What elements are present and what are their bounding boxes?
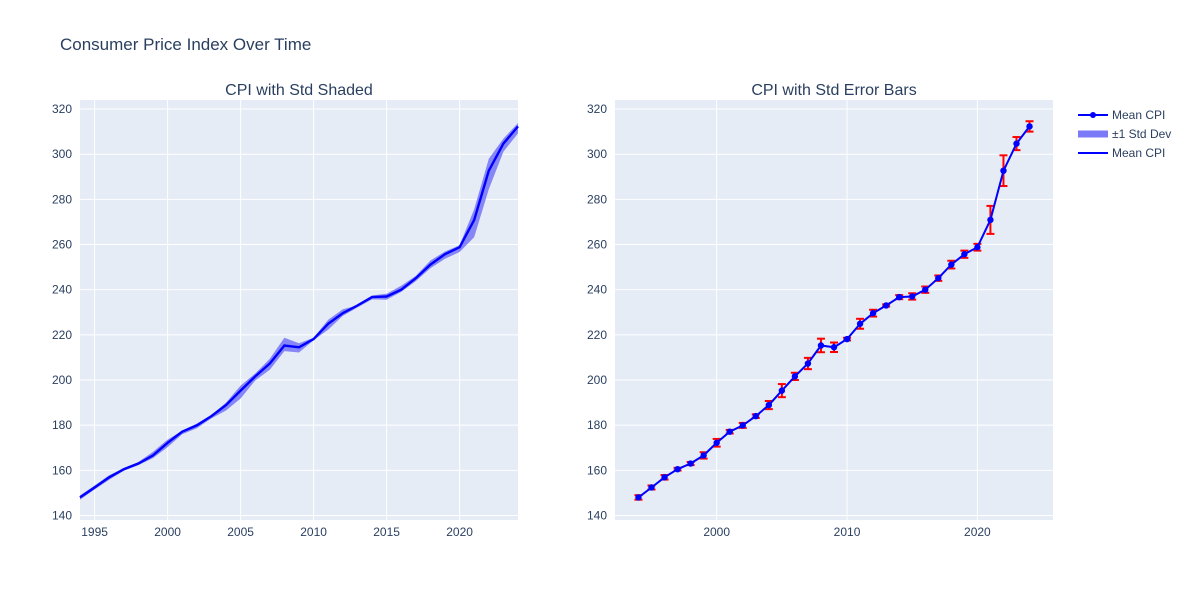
legend-marker-swatch [1090,112,1096,118]
legend-label: Mean CPI [1112,108,1165,122]
data-point [752,412,759,420]
legend-item[interactable]: ±1 Std Dev [1078,127,1171,141]
data-point [778,387,786,394]
right-plot-area [615,100,1053,520]
right-y-tick-labels: 140 160 180 200 220 240 260 280 300 320 [587,102,607,522]
data-point [739,422,746,429]
data-point [804,360,812,367]
right-y-tick-label: 240 [587,283,607,297]
right-y-tick-label: 160 [587,463,607,477]
data-point [882,302,890,309]
right-subplot-title: CPI with Std Error Bars [751,82,916,99]
left-y-tick-label: 220 [52,328,72,342]
right-x-tick-label: 2000 [703,525,730,539]
data-point [843,335,851,343]
right-y-tick-label: 320 [587,102,607,116]
left-x-tick-label: 2020 [446,525,473,539]
left-y-tick-label: 200 [52,373,72,387]
mean-cpi-line [79,125,519,499]
data-point [974,244,981,251]
right-mean-markers [635,123,1033,501]
left-x-tick-label: 2010 [300,525,327,539]
data-point [922,286,929,293]
data-point [1000,167,1007,174]
data-point [635,494,642,501]
left-x-tick-label: 2005 [227,525,254,539]
left-subplot-title: CPI with Std Shaded [225,82,373,99]
data-point [909,293,916,300]
left-mean-line [79,125,519,499]
data-point [713,439,720,446]
data-point [895,293,903,301]
left-y-tick-label: 260 [52,238,72,252]
right-y-tick-label: 260 [587,238,607,252]
data-point [648,484,655,491]
left-plot-area [80,100,518,520]
left-y-tick-label: 160 [52,463,72,477]
left-y-tick-labels: 140 160 180 200 220 240 260 280 300 320 [52,102,72,522]
data-point [1013,140,1020,147]
left-x-tick-label: 2000 [154,525,181,539]
data-point [869,309,877,317]
data-point [791,373,799,380]
legend-item[interactable]: Mean CPI [1078,108,1165,122]
data-point [935,274,942,282]
left-gridlines [80,100,518,520]
left-y-tick-label: 320 [52,102,72,116]
data-point [700,452,707,459]
legend: Mean CPI ±1 Std Dev Mean CPI [1078,108,1171,160]
left-x-tick-label: 1995 [81,525,108,539]
left-y-tick-label: 180 [52,418,72,432]
data-point [830,344,838,351]
left-x-tick-labels: 1995 2000 2005 2010 2015 2020 [81,525,473,539]
data-point [674,465,681,473]
figure-title: Consumer Price Index Over Time [60,35,311,54]
right-x-tick-label: 2010 [834,525,861,539]
right-y-tick-label: 300 [587,147,607,161]
left-y-tick-label: 280 [52,192,72,206]
right-x-tick-labels: 2000 2010 2020 [703,525,991,539]
data-point [948,261,955,268]
legend-label: ±1 Std Dev [1112,127,1171,141]
data-point [856,320,864,327]
left-subplot: CPI with Std Shaded 1995 2000 2005 2010 2015… [52,82,519,539]
data-point [817,342,825,349]
legend-item[interactable]: Mean CPI [1078,146,1165,160]
data-point [987,216,994,224]
legend-band-swatch [1078,130,1108,138]
data-point [661,474,668,481]
left-y-tick-label: 240 [52,283,72,297]
left-x-tick-label: 2015 [373,525,400,539]
data-point [726,428,733,435]
data-point [765,401,773,409]
right-y-tick-label: 180 [587,418,607,432]
right-gridlines [615,100,1053,520]
data-point [1026,123,1033,130]
right-y-tick-label: 220 [587,328,607,342]
left-y-tick-label: 140 [52,508,72,522]
data-point [687,460,694,467]
right-y-tick-label: 200 [587,373,607,387]
right-subplot: CPI with Std Error Bars 2000 2010 2020 140… [587,82,1053,539]
legend-label: Mean CPI [1112,146,1165,160]
data-point [961,251,968,258]
right-x-tick-label: 2020 [964,525,991,539]
right-y-tick-label: 280 [587,192,607,206]
right-y-tick-label: 140 [587,508,607,522]
left-y-tick-label: 300 [52,147,72,161]
